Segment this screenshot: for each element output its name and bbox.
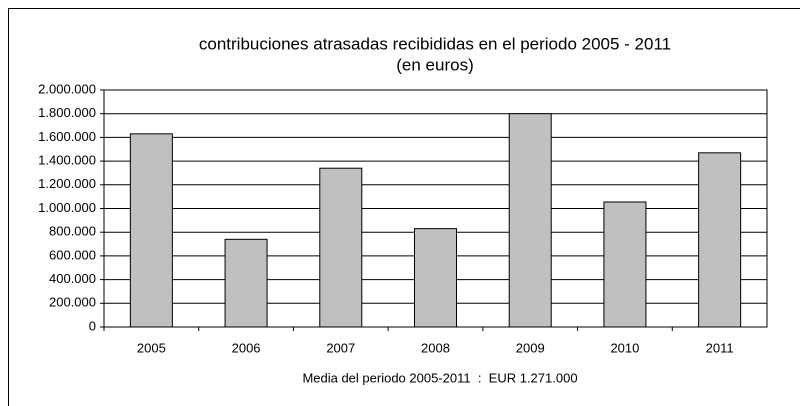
y-tick-label: 400.000: [49, 271, 96, 286]
chart-border: [8, 8, 800, 406]
bar: [224, 238, 268, 328]
x-tick-label: 2009: [516, 340, 545, 355]
y-tick-label: 200.000: [49, 295, 96, 310]
y-tick-label: 600.000: [49, 247, 96, 262]
bar: [508, 113, 552, 328]
bar: [319, 167, 363, 328]
x-tick-label: 2010: [610, 340, 639, 355]
chart-subtitle: (en euros): [396, 55, 473, 74]
bar: [603, 201, 647, 328]
x-tick-label: 2008: [421, 340, 450, 355]
y-tick-label: 0: [89, 318, 96, 333]
chart-title: contribuciones atrasadas recibididas en …: [199, 34, 671, 53]
y-tick-label: 1.600.000: [38, 129, 96, 144]
bar: [129, 133, 173, 328]
x-tick-label: 2006: [232, 340, 261, 355]
bar: [414, 228, 457, 328]
y-tick-label: 800.000: [49, 224, 96, 239]
y-tick-label: 2.000.000: [38, 81, 96, 96]
y-tick-label: 1.200.000: [38, 176, 96, 191]
y-tick-label: 1.000.000: [38, 200, 96, 215]
bar: [698, 152, 742, 328]
y-tick-label: 1.400.000: [38, 153, 96, 168]
x-tick-label: 2005: [137, 340, 166, 355]
x-tick-label: 2007: [326, 340, 355, 355]
y-tick-label: 1.800.000: [38, 105, 96, 120]
annotation: Media del periodo 2005-2011 : EUR 1.271.…: [302, 370, 577, 385]
x-tick-label: 2011: [706, 340, 734, 355]
